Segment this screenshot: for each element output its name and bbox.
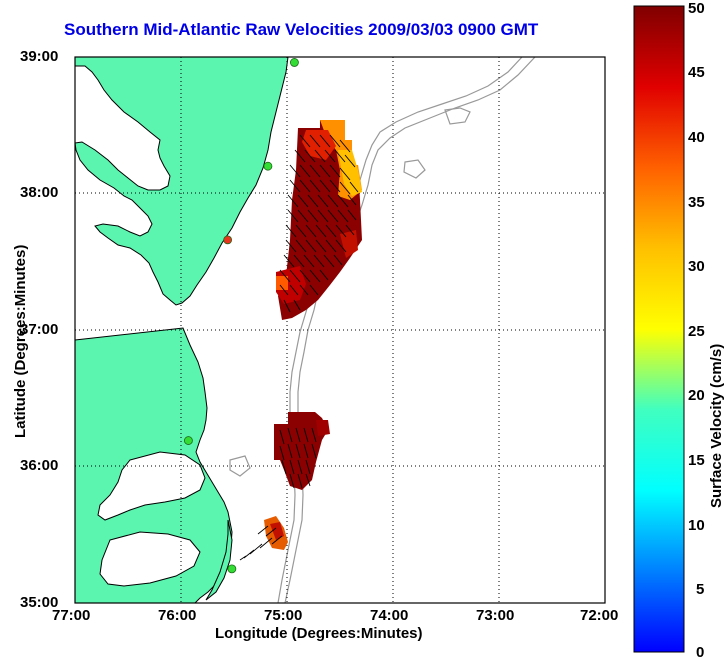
y-tick-label: 38:00 [20, 184, 59, 201]
y-tick-label: 37:00 [20, 321, 59, 338]
y-tick-label: 35:00 [20, 594, 59, 611]
colorbar-tick-label: 45 [688, 64, 705, 81]
radar-site-marker [184, 436, 193, 445]
y-axis-label: Latitude (Degrees:Minutes) [12, 244, 29, 438]
land-area [205, 519, 233, 601]
colorbar-tick-label: 35 [688, 194, 705, 211]
colorbar-tick-label: 50 [688, 0, 705, 17]
sound-water [97, 451, 206, 521]
velocity-field-central [274, 412, 330, 490]
velocity-field-north [276, 120, 362, 320]
colorbar-tick-label: 0 [696, 644, 705, 661]
map-panel [74, 56, 606, 604]
x-tick-label: 72:00 [580, 607, 619, 624]
site-markers [184, 58, 299, 574]
radar-site-marker [223, 235, 233, 245]
velocity-field-south [239, 516, 288, 561]
colorbar-tick-label: 20 [688, 387, 705, 404]
y-tick-label: 39:00 [20, 48, 59, 65]
colorbar-tick-label: 10 [688, 517, 705, 534]
colorbar-tick-label: 30 [688, 258, 705, 275]
x-tick-label: 75:00 [264, 607, 303, 624]
sound-water [99, 531, 201, 587]
x-tick-label: 77:00 [52, 607, 91, 624]
colorbar-tick-label: 15 [688, 452, 705, 469]
x-tick-label: 76:00 [158, 607, 197, 624]
radar-site-marker [263, 161, 273, 171]
colorbar [633, 5, 685, 653]
x-tick-label: 73:00 [476, 607, 515, 624]
colorbar-tick-label: 40 [688, 129, 705, 146]
figure-title: Southern Mid-Atlantic Raw Velocities 200… [64, 20, 539, 39]
colorbar-gradient [633, 5, 685, 653]
plot-frame [74, 56, 606, 604]
radar-site-marker [227, 564, 237, 574]
colorbar-label: Surface Velocity (cm/s) [708, 343, 724, 508]
colorbar-tick-label: 25 [688, 323, 705, 340]
x-axis-label: Longitude (Degrees:Minutes) [215, 625, 423, 642]
x-tick-label: 74:00 [370, 607, 409, 624]
colorbar-tick-label: 5 [696, 581, 705, 598]
y-tick-label: 36:00 [20, 457, 59, 474]
radar-site-marker [290, 58, 299, 67]
